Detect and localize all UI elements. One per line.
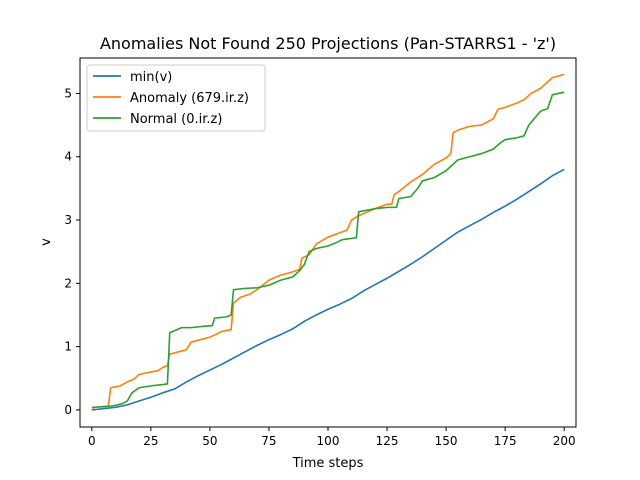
x-tick-label-1: 25 [143,434,158,448]
legend-label-1: Anomaly (679.ir.z) [130,91,249,106]
x-axis-label: Time steps [292,456,364,471]
y-tick-label-0: 0 [64,403,72,417]
y-tick-label-1: 1 [64,340,72,354]
ticks-layer: 0 25 50 75 100 125 150 175 200 0 1 2 3 4 5 [64,86,575,448]
y-tick-label-2: 2 [64,276,72,290]
x-tick-label-7: 175 [494,434,517,448]
legend-label-0: min(v) [130,70,172,85]
legend-label-2: Normal (0.ir.z) [130,112,222,127]
x-tick-label-8: 200 [553,434,576,448]
y-tick-label-4: 4 [64,150,72,164]
x-tick-label-3: 75 [261,434,276,448]
x-tick-label-5: 125 [376,434,399,448]
legend-box [86,64,266,132]
series-line-1 [91,73,565,409]
chart-title: Anomalies Not Found 250 Projections (Pan… [100,34,556,53]
x-tick-label-4: 100 [317,434,340,448]
x-tick-label-0: 0 [88,434,96,448]
legend: min(v) Anomaly (679.ir.z) Normal (0.ir.z) [86,64,266,132]
series-line-0 [91,168,565,411]
y-tick-label-3: 3 [64,213,72,227]
series-layer [91,73,565,411]
y-axis-label: v [39,238,54,246]
series-line-2 [91,91,565,409]
x-tick-label-6: 150 [435,434,458,448]
x-tick-label-2: 50 [202,434,217,448]
y-tick-label-5: 5 [64,86,72,100]
